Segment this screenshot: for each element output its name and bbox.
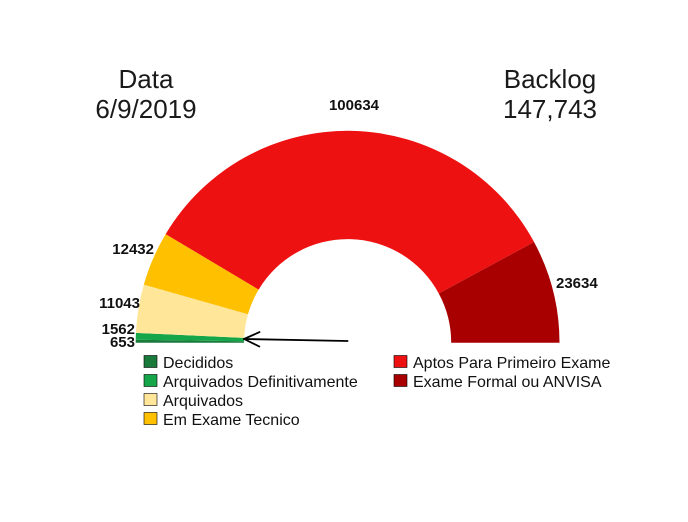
svg-text:1562: 1562: [102, 321, 135, 338]
svg-text:Aptos Para Primeiro Exame: Aptos Para Primeiro Exame: [413, 355, 611, 372]
svg-text:12432: 12432: [112, 241, 154, 258]
svg-text:23634: 23634: [556, 275, 598, 292]
svg-text:11043: 11043: [99, 295, 140, 312]
svg-text:Decididos: Decididos: [163, 355, 233, 372]
svg-text:100634: 100634: [329, 97, 380, 114]
svg-text:Em Exame Tecnico: Em Exame Tecnico: [163, 412, 300, 429]
svg-text:Arquivados Definitivamente: Arquivados Definitivamente: [163, 374, 358, 391]
svg-text:Exame Formal ou ANVISA: Exame Formal ou ANVISA: [413, 374, 602, 391]
svg-text:Arquivados: Arquivados: [163, 393, 243, 410]
